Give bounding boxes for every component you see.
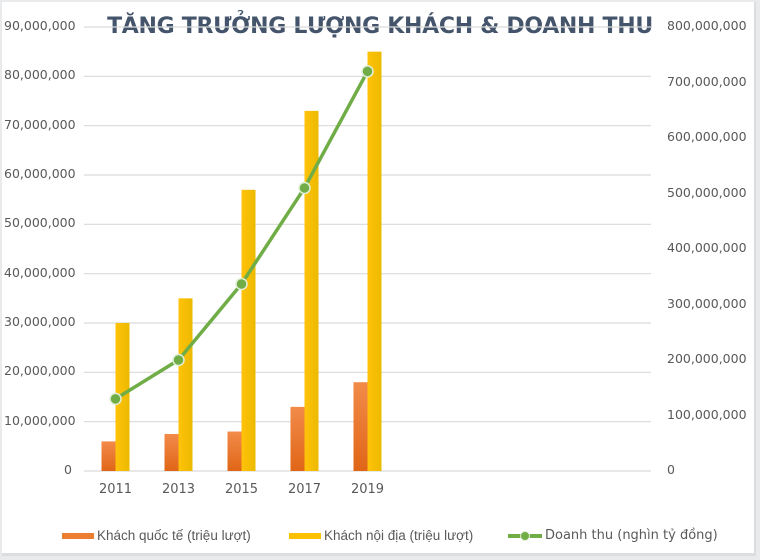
right-axis-tick-label: 300,000,000 xyxy=(667,295,747,311)
right-axis-tick-label: 200,000,000 xyxy=(667,351,747,366)
orange-bar-swatch-icon xyxy=(62,532,94,539)
right-axis-tick-label: 0 xyxy=(667,462,675,477)
x-axis-tick-label: 2015 xyxy=(224,482,259,497)
bar-intl-2017[interactable] xyxy=(290,406,305,471)
bar-intl-2011[interactable] xyxy=(101,441,116,471)
bar-domestic-2019[interactable] xyxy=(367,51,382,472)
right-axis-tick-label: 400,000,000 xyxy=(667,240,747,255)
revenue-point-2019[interactable] xyxy=(361,65,374,78)
line-series xyxy=(109,65,374,406)
bar-series xyxy=(101,51,382,472)
legend-item-revenue[interactable]: Doanh thu (nghìn tỷ đồng) xyxy=(508,528,718,543)
left-axis-tick-label: 60,000,000 xyxy=(4,166,76,181)
legend-label: Khách nội địa (triệu lượt) xyxy=(324,528,474,543)
x-axis-tick-label: 2013 xyxy=(161,482,196,497)
bar-domestic-2017[interactable] xyxy=(304,110,319,471)
right-axis-tick-label: 800,000,000 xyxy=(667,18,747,33)
revenue-point-2015[interactable] xyxy=(235,277,248,291)
left-axis-tick-label: 90,000,000 xyxy=(4,18,76,33)
left-axis-tick-label: 80,000,000 xyxy=(4,67,76,83)
left-axis-tick-label: 30,000,000 xyxy=(4,314,76,329)
bar-domestic-2013[interactable] xyxy=(178,298,193,471)
x-axis-tick-label: 2019 xyxy=(350,482,385,497)
left-axis-tick-label: 70,000,000 xyxy=(4,116,76,132)
x-axis-tick-label: 2011 xyxy=(98,482,133,497)
bar-intl-2013[interactable] xyxy=(164,434,179,471)
green-line-marker-icon xyxy=(508,530,542,541)
legend-label: Khách quốc tế (triệu lượt) xyxy=(97,528,251,543)
left-axis-tick-label: 0 xyxy=(64,462,72,477)
legend-item-domestic[interactable]: Khách nội địa (triệu lượt) xyxy=(289,528,473,543)
left-axis-tick-label: 20,000,000 xyxy=(4,363,76,379)
right-axis-tick-label: 600,000,000 xyxy=(667,129,747,144)
bar-domestic-2015[interactable] xyxy=(241,189,256,472)
right-axis-tick-label: 500,000,000 xyxy=(667,184,747,200)
legend: Khách quốc tế (triệu lượt) Khách nội địa… xyxy=(0,528,760,546)
bar-domestic-2011[interactable] xyxy=(115,323,130,471)
revenue-point-2017[interactable] xyxy=(298,181,311,195)
left-axis-tick-label: 50,000,000 xyxy=(4,215,76,231)
left-axis-tick-label: 10,000,000 xyxy=(4,412,76,428)
revenue-point-2011[interactable] xyxy=(109,392,122,406)
legend-item-intl[interactable]: Khách quốc tế (triệu lượt) xyxy=(62,528,251,543)
right-axis-tick-label: 700,000,000 xyxy=(667,73,747,89)
right-axis-tick-label: 100,000,000 xyxy=(667,406,747,422)
bar-intl-2019[interactable] xyxy=(353,382,368,471)
yellow-bar-swatch-icon xyxy=(289,532,321,539)
x-axis-tick-label: 2017 xyxy=(287,482,322,497)
revenue-point-2013[interactable] xyxy=(172,353,185,367)
bar-intl-2015[interactable] xyxy=(227,431,242,471)
legend-label: Doanh thu (nghìn tỷ đồng) xyxy=(545,528,718,543)
left-axis-tick-label: 40,000,000 xyxy=(4,264,76,280)
